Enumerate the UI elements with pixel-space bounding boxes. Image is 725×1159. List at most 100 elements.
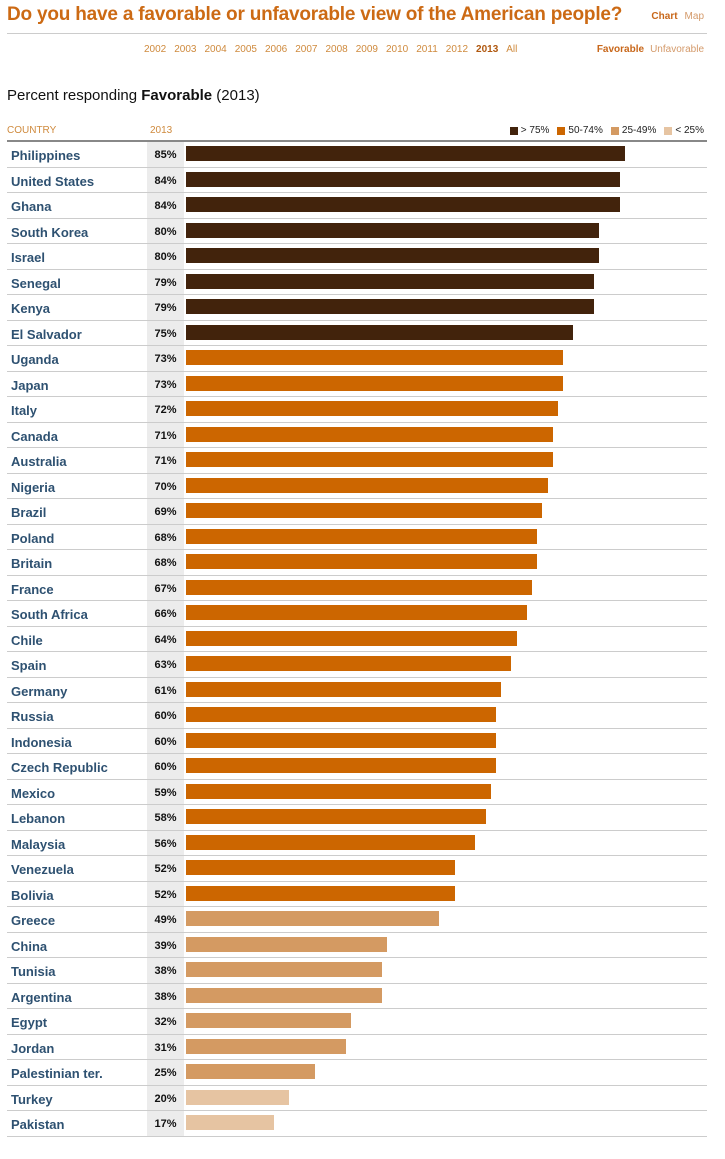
unfavorable-tab[interactable]: Unfavorable <box>650 44 704 55</box>
map-view-link[interactable]: Map <box>684 11 704 22</box>
country-name[interactable]: Venezuela <box>11 862 74 877</box>
bar[interactable] <box>186 350 564 365</box>
bar[interactable] <box>186 987 383 1003</box>
year-link-2007[interactable]: 2007 <box>295 44 318 55</box>
bar[interactable] <box>186 324 574 340</box>
bar[interactable] <box>186 834 476 850</box>
bar[interactable] <box>186 1115 274 1130</box>
country-name[interactable]: Argentina <box>11 989 72 1005</box>
country-name[interactable]: Turkey <box>11 1091 53 1107</box>
bar[interactable] <box>186 605 527 620</box>
bar[interactable] <box>186 171 620 187</box>
year-link-2005[interactable]: 2005 <box>234 44 257 55</box>
bar[interactable] <box>186 401 558 416</box>
bar[interactable] <box>186 222 600 238</box>
country-name[interactable]: France <box>11 581 54 597</box>
bar[interactable] <box>186 758 496 773</box>
year-link-2010[interactable]: 2010 <box>386 44 409 55</box>
country-name[interactable]: Australia <box>11 454 67 469</box>
country-name[interactable]: Czech Republic <box>11 760 108 775</box>
country-name[interactable]: Britain <box>11 556 53 571</box>
bar[interactable] <box>186 885 455 901</box>
bar[interactable] <box>186 936 388 952</box>
bar[interactable] <box>186 452 553 467</box>
country-name[interactable]: China <box>11 938 48 954</box>
bar[interactable] <box>186 1038 347 1054</box>
bar[interactable] <box>186 299 595 314</box>
country-name[interactable]: Uganda <box>11 352 59 367</box>
bar[interactable] <box>186 1089 290 1105</box>
value-label: 84% <box>147 193 184 218</box>
bar[interactable] <box>186 426 553 442</box>
bar[interactable] <box>186 707 496 722</box>
year-link-2008[interactable]: 2008 <box>325 44 348 55</box>
bar[interactable] <box>186 681 502 697</box>
year-link-2011[interactable]: 2011 <box>416 44 438 55</box>
bar[interactable] <box>186 911 440 926</box>
bar[interactable] <box>186 630 517 646</box>
year-column-header[interactable]: 2013 <box>150 125 173 136</box>
country-name[interactable]: Bolivia <box>11 887 54 903</box>
country-name[interactable]: Italy <box>11 403 38 418</box>
country-column-header[interactable]: COUNTRY <box>7 125 57 136</box>
country-name[interactable]: Ghana <box>11 199 52 214</box>
bar[interactable] <box>186 962 383 977</box>
country-name[interactable]: Nigeria <box>11 479 56 495</box>
bar[interactable] <box>186 1064 316 1079</box>
country-name[interactable]: Chile <box>11 632 43 648</box>
country-name[interactable]: Senegal <box>11 275 61 291</box>
country-name[interactable]: Russia <box>11 709 54 724</box>
bar[interactable] <box>186 375 564 391</box>
country-name[interactable]: Mexico <box>11 785 56 801</box>
country-name[interactable]: Indonesia <box>11 734 72 750</box>
bar[interactable] <box>186 528 538 544</box>
country-name[interactable]: South Africa <box>11 607 88 622</box>
chart-view-link[interactable]: Chart <box>651 11 678 22</box>
country-name[interactable]: South Korea <box>11 224 89 240</box>
bar[interactable] <box>186 809 486 824</box>
bar[interactable] <box>186 248 600 263</box>
country-name[interactable]: Jordan <box>11 1040 55 1056</box>
country-name[interactable]: Canada <box>11 428 58 444</box>
country-name[interactable]: Philippines <box>11 148 81 163</box>
bar[interactable] <box>186 554 538 569</box>
country-name[interactable]: Israel <box>11 250 45 265</box>
country-name[interactable]: Japan <box>11 377 49 393</box>
favorable-tab[interactable]: Favorable <box>596 44 645 55</box>
bar[interactable] <box>186 656 512 671</box>
year-link-2004[interactable]: 2004 <box>204 44 227 55</box>
country-name[interactable]: Lebanon <box>11 811 66 826</box>
country-name[interactable]: Palestinian ter. <box>11 1066 103 1081</box>
bar[interactable] <box>186 273 595 289</box>
country-name[interactable]: Greece <box>11 913 56 928</box>
table-row: Canada 71% <box>7 422 707 448</box>
country-name[interactable]: El Salvador <box>11 326 82 342</box>
bar[interactable] <box>186 732 496 748</box>
country-name[interactable]: Germany <box>11 683 68 699</box>
country-name[interactable]: Spain <box>11 658 47 673</box>
country-name[interactable]: Malaysia <box>11 836 66 852</box>
bar[interactable] <box>186 1013 352 1028</box>
bar[interactable] <box>186 579 533 595</box>
bar[interactable] <box>186 197 620 212</box>
year-link-All[interactable]: All <box>506 44 518 55</box>
year-link-2006[interactable]: 2006 <box>265 44 288 55</box>
year-link-2012[interactable]: 2012 <box>445 44 469 55</box>
country-name[interactable]: Brazil <box>11 505 47 520</box>
country-name[interactable]: United States <box>11 173 95 189</box>
bar[interactable] <box>186 783 491 799</box>
year-link-2003[interactable]: 2003 <box>174 44 197 55</box>
bar[interactable] <box>186 503 543 518</box>
country-name[interactable]: Kenya <box>11 301 51 316</box>
country-name[interactable]: Poland <box>11 530 55 546</box>
country-name[interactable]: Egypt <box>11 1015 48 1030</box>
value-label: 39% <box>147 932 184 957</box>
bar[interactable] <box>186 146 626 161</box>
bar[interactable] <box>186 860 455 875</box>
bar[interactable] <box>186 477 548 493</box>
country-name[interactable]: Pakistan <box>11 1117 65 1132</box>
year-link-2009[interactable]: 2009 <box>355 44 378 55</box>
year-link-2013[interactable]: 2013 <box>476 44 499 55</box>
country-name[interactable]: Tunisia <box>11 964 56 979</box>
year-link-2002[interactable]: 2002 <box>144 44 167 55</box>
